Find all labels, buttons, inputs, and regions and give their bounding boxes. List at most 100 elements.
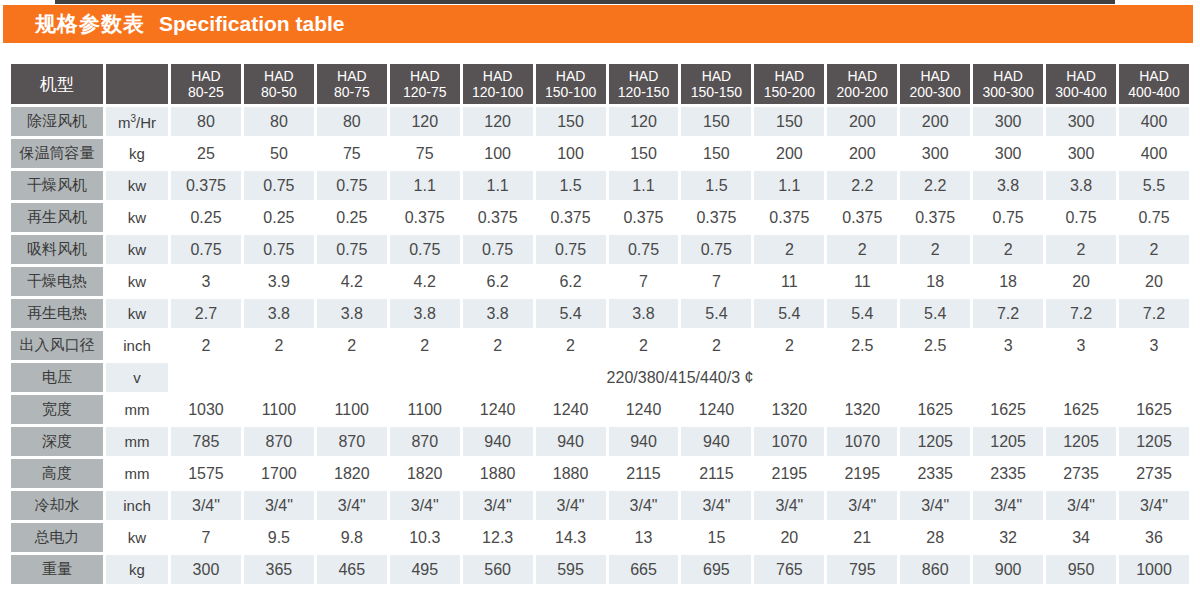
- spec-value-cell: 7.2: [1046, 299, 1116, 328]
- row-unit: v: [106, 363, 168, 392]
- table-row: 干燥电热kw33.94.24.26.26.277111118182020: [11, 267, 1189, 296]
- spec-value-cell: 20: [754, 523, 824, 552]
- spec-value-cell: 300: [973, 107, 1043, 136]
- spec-value-cell: 0.25: [317, 203, 387, 232]
- spec-value-cell: 1205: [1119, 427, 1189, 456]
- spec-value-cell: 32: [973, 523, 1043, 552]
- spec-value-cell: 3.8: [463, 299, 533, 328]
- spec-value-cell: 1030: [171, 395, 241, 424]
- spec-value-cell: 1.5: [536, 171, 606, 200]
- spec-value-cell: 1575: [171, 459, 241, 488]
- row-unit: mm: [106, 395, 168, 424]
- spec-value-cell: 1205: [973, 427, 1043, 456]
- row-label: 除湿风机: [11, 107, 103, 136]
- spec-value-cell: 300: [1046, 139, 1116, 168]
- row-unit: kw: [106, 235, 168, 264]
- spec-value-cell: 0.375: [681, 203, 751, 232]
- table-row: 干燥风机kw0.3750.750.751.11.11.51.11.51.12.2…: [11, 171, 1189, 200]
- spec-value-cell: 2: [973, 235, 1043, 264]
- spec-value-cell: 100: [536, 139, 606, 168]
- row-label: 保温筒容量: [11, 139, 103, 168]
- spec-value-cell: 18: [973, 267, 1043, 296]
- row-unit: m3/Hr: [106, 107, 168, 136]
- spec-value-cell: 1.5: [681, 171, 751, 200]
- table-row: 出入风口径inch2222222222.52.5333: [11, 331, 1189, 360]
- spec-value-cell: 21: [827, 523, 897, 552]
- spec-value-cell: 1320: [754, 395, 824, 424]
- row-unit: kg: [106, 555, 168, 584]
- title-bar: 规格参数表 Specification table: [3, 5, 1193, 43]
- spec-value-cell: 3.8: [1046, 171, 1116, 200]
- spec-value-cell: 18: [900, 267, 970, 296]
- spec-value-cell: 0.375: [609, 203, 679, 232]
- spec-value-cell: 80: [244, 107, 314, 136]
- spec-value-cell: 4.2: [317, 267, 387, 296]
- spec-value-cell: 0.75: [609, 235, 679, 264]
- spec-value-cell: 200: [900, 107, 970, 136]
- spec-value-cell: 2115: [681, 459, 751, 488]
- spec-value-cell: 560: [463, 555, 533, 584]
- spec-value-cell: 870: [317, 427, 387, 456]
- column-header-model-300-300: HAD300-300: [973, 64, 1043, 104]
- spec-value-cell: 3/4": [1046, 491, 1116, 520]
- spec-value-cell: 2335: [900, 459, 970, 488]
- column-header-model-120-75: HAD120-75: [390, 64, 460, 104]
- spec-value-cell: 1240: [463, 395, 533, 424]
- spec-value-cell: 870: [390, 427, 460, 456]
- row-label: 干燥电热: [11, 267, 103, 296]
- spec-value-cell: 11: [754, 267, 824, 296]
- page-title-zh: 规格参数表: [35, 10, 145, 38]
- spec-value-cell: 3/4": [390, 491, 460, 520]
- spec-value-cell: 14.3: [536, 523, 606, 552]
- spec-value-cell: 2: [317, 331, 387, 360]
- spec-value-cell: 3.8: [973, 171, 1043, 200]
- unit-header-cell: [106, 64, 168, 104]
- spec-value-cell: 5.4: [681, 299, 751, 328]
- spec-value-cell: 940: [536, 427, 606, 456]
- spec-value-cell: 795: [827, 555, 897, 584]
- spec-value-cell: 1625: [1046, 395, 1116, 424]
- row-label: 干燥风机: [11, 171, 103, 200]
- spec-value-cell: 3.8: [609, 299, 679, 328]
- top-border-strip: [55, 0, 1115, 4]
- spec-value-cell: 1320: [827, 395, 897, 424]
- row-label: 冷却水: [11, 491, 103, 520]
- spec-value-cell: 0.375: [827, 203, 897, 232]
- spec-value-cell: 150: [754, 107, 824, 136]
- spec-value-cell: 695: [681, 555, 751, 584]
- spec-value-cell: 2.7: [171, 299, 241, 328]
- row-label: 电压: [11, 363, 103, 392]
- spec-value-cell: 7.2: [973, 299, 1043, 328]
- spec-value-cell: 1625: [1119, 395, 1189, 424]
- spec-value-cell: 0.375: [390, 203, 460, 232]
- spec-value-cell: 0.375: [754, 203, 824, 232]
- spec-value-cell: 595: [536, 555, 606, 584]
- column-header-model-150-100: HAD150-100: [536, 64, 606, 104]
- table-row: 吸料风机kw0.750.750.750.750.750.750.750.7522…: [11, 235, 1189, 264]
- row-unit: kg: [106, 139, 168, 168]
- spec-value-cell: 9.8: [317, 523, 387, 552]
- column-header-model-200-200: HAD200-200: [827, 64, 897, 104]
- spec-value-cell: 2115: [609, 459, 679, 488]
- row-label: 出入风口径: [11, 331, 103, 360]
- row-label: 再生电热: [11, 299, 103, 328]
- spec-value-cell: 0.375: [171, 171, 241, 200]
- spec-value-cell: 3/4": [754, 491, 824, 520]
- spec-value-cell: 3.8: [390, 299, 460, 328]
- spec-value-cell: 3/4": [1119, 491, 1189, 520]
- spec-value-cell: 28: [900, 523, 970, 552]
- spec-value-cell: 1.1: [390, 171, 460, 200]
- spec-value-cell: 0.75: [244, 171, 314, 200]
- spec-value-cell: 7: [171, 523, 241, 552]
- spec-value-cell: 120: [609, 107, 679, 136]
- spec-value-cell: 3/4": [681, 491, 751, 520]
- spec-value-cell: 150: [536, 107, 606, 136]
- spec-value-cell: 100: [463, 139, 533, 168]
- spec-value-cell: 2: [536, 331, 606, 360]
- spec-value-cell: 1.1: [754, 171, 824, 200]
- spec-value-cell: 1000: [1119, 555, 1189, 584]
- spec-value-cell: 2: [900, 235, 970, 264]
- spec-value-cell: 3.8: [244, 299, 314, 328]
- row-label: 高度: [11, 459, 103, 488]
- spec-value-cell: 870: [244, 427, 314, 456]
